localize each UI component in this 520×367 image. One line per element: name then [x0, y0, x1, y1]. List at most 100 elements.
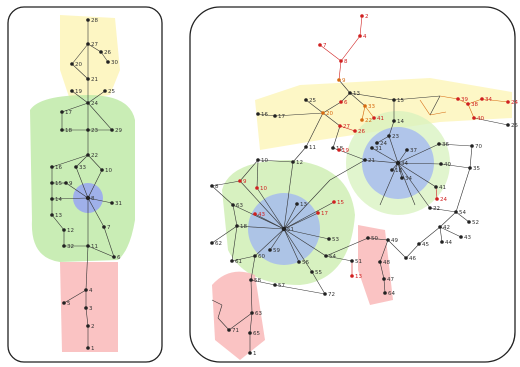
- right-node-43: [231, 203, 235, 207]
- right-node-27: [370, 146, 374, 150]
- left-node-1: [86, 18, 90, 22]
- right-node-label-40: 10: [260, 186, 267, 192]
- right-hub-node-1-label: 51: [287, 227, 294, 233]
- right-node-label-34: 39: [461, 97, 468, 103]
- right-node-label-24: 10: [261, 158, 268, 164]
- right-node-label-66: 61: [235, 259, 242, 265]
- right-node-8: [304, 98, 308, 102]
- left-node-25: [86, 244, 90, 248]
- right-node-17: [353, 129, 357, 133]
- right-node-4: [339, 59, 343, 63]
- left-node-label-24: 32: [67, 244, 74, 250]
- left-node-label-15: 16: [55, 165, 62, 171]
- right-node-label-52: 54: [459, 210, 466, 216]
- right-node-label-77: 64: [388, 291, 395, 297]
- right-node-label-30: 36: [442, 142, 449, 148]
- left-node-2: [86, 42, 90, 46]
- left-node-label-22: 13: [55, 213, 62, 219]
- left-node-22: [50, 213, 54, 217]
- right-node-label-28: 18: [395, 168, 402, 174]
- right-node-59: [386, 238, 390, 242]
- left-node-label-19: 9: [69, 181, 73, 187]
- right-node-38: [472, 116, 476, 120]
- right-node-54: [438, 225, 442, 229]
- right-node-label-16: 27: [343, 124, 350, 130]
- right-node-42: [210, 184, 214, 188]
- right-node-37: [506, 100, 510, 104]
- right-node-label-72: 51: [355, 259, 362, 265]
- right-node-73: [350, 274, 354, 278]
- right-node-76: [323, 292, 327, 296]
- right-node-56: [440, 240, 444, 244]
- right-node-18: [331, 146, 335, 150]
- right-node-53: [467, 220, 471, 224]
- left-yellow-region: [60, 15, 120, 100]
- left-node-8: [103, 89, 107, 93]
- left-node-label-2: 27: [91, 42, 98, 48]
- right-node-75: [273, 283, 277, 287]
- right-node-label-2: 4: [363, 34, 367, 40]
- right-node-1: [360, 14, 364, 18]
- right-node-label-78: 71: [232, 328, 239, 334]
- right-node-label-41: 9: [243, 179, 247, 185]
- right-node-29: [405, 148, 409, 152]
- right-node-36: [480, 97, 484, 101]
- right-node-label-56: 44: [445, 240, 452, 246]
- right-node-33: [470, 144, 474, 148]
- left-node-17: [100, 168, 104, 172]
- right-node-label-42: 8: [215, 184, 219, 190]
- right-node-label-59: 49: [391, 238, 398, 244]
- right-edges: [211, 15, 509, 353]
- right-node-22: [392, 119, 396, 123]
- right-node-label-7: 6: [344, 100, 348, 106]
- left-node-27: [112, 255, 116, 259]
- right-node-label-46: 15: [337, 200, 344, 206]
- right-node-label-33: 70: [475, 144, 482, 150]
- right-node-label-47: 43: [258, 212, 265, 218]
- right-node-15: [273, 114, 277, 118]
- right-node-label-38: 40: [477, 116, 484, 122]
- right-node-66: [230, 259, 234, 263]
- right-node-label-32: 35: [473, 166, 480, 172]
- left-node-label-3: 26: [104, 50, 111, 56]
- right-node-10: [363, 104, 367, 108]
- right-node-label-50: 41: [439, 185, 446, 191]
- left-node-label-21: 31: [115, 201, 122, 207]
- left-node-label-30: 3: [89, 306, 93, 312]
- right-node-label-65: 62: [215, 241, 222, 247]
- left-node-label-9: 24: [91, 101, 98, 107]
- left-node-label-13: 29: [115, 128, 122, 134]
- left-node-label-16: 33: [79, 165, 86, 171]
- right-node-label-81: 1: [253, 351, 257, 357]
- left-node-13: [110, 128, 114, 132]
- right-node-24: [256, 158, 260, 162]
- right-node-41: [238, 179, 242, 183]
- right-node-label-44: 13: [300, 202, 307, 208]
- right-node-2: [358, 34, 362, 38]
- right-node-label-5: 9: [342, 78, 346, 84]
- left-node-23: [62, 228, 66, 232]
- right-node-57: [417, 242, 421, 246]
- right-node-label-68: 59: [273, 248, 280, 254]
- left-node-30: [84, 306, 88, 310]
- right-node-44: [295, 202, 299, 206]
- left-node-label-28: 5: [67, 301, 71, 307]
- right-node-label-62: 47: [387, 277, 394, 283]
- right-node-64: [235, 224, 239, 228]
- left-node-label-32: 1: [91, 346, 95, 352]
- left-node-label-25: 11: [91, 244, 98, 250]
- right-node-23: [363, 158, 367, 162]
- right-node-label-55: 43: [464, 235, 471, 241]
- left-node-16: [74, 165, 78, 169]
- right-node-7: [339, 100, 343, 104]
- right-node-label-14: 16: [261, 112, 268, 118]
- right-node-81: [248, 351, 252, 355]
- right-node-68: [268, 248, 272, 252]
- right-node-label-69: 56: [302, 260, 309, 266]
- right-node-label-80: 65: [253, 331, 260, 337]
- right-node-label-8: 25: [309, 98, 316, 104]
- left-node-6: [86, 77, 90, 81]
- right-node-label-48: 24: [440, 197, 447, 203]
- right-node-46: [332, 200, 336, 204]
